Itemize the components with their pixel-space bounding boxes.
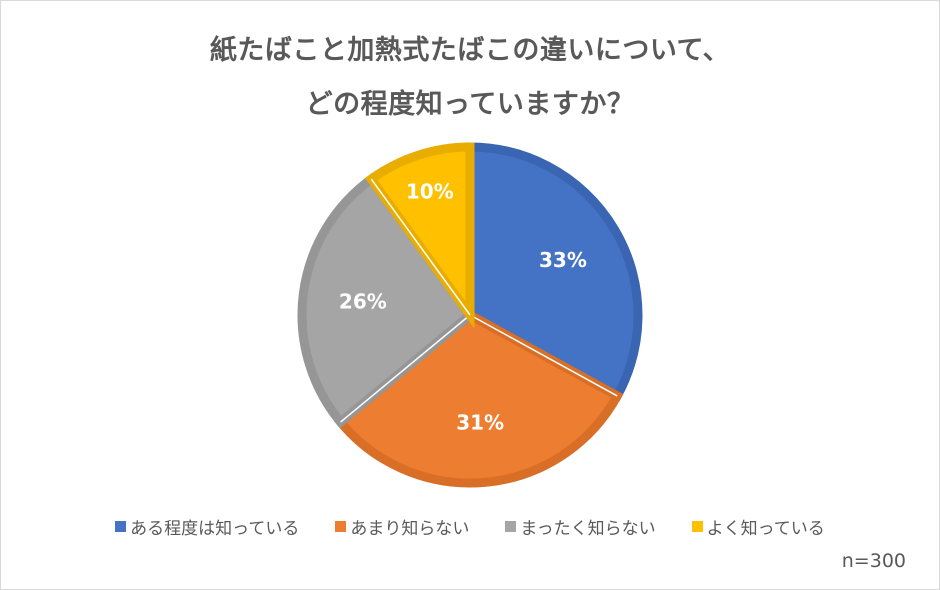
legend-swatch-yellow-icon [691, 521, 703, 532]
legend-label: あまり知らない [350, 519, 470, 539]
legend-swatch-blue-icon [115, 521, 127, 532]
sample-size-label: n=300 [841, 550, 906, 572]
data-label: 26% [339, 289, 387, 313]
slice-not-at-all [297, 172, 477, 429]
legend-label: よく知っている [706, 519, 825, 539]
slice-know-well [364, 142, 475, 329]
legend-label: まったく知らない [520, 519, 656, 539]
legend-item-not-much: あまり知らない [335, 514, 469, 539]
legend-swatch-gray-icon [505, 521, 517, 532]
legend-swatch-orange-icon [335, 521, 347, 532]
legend-item-know-well: よく知っている [691, 514, 825, 539]
chart-title-line-2: どの程度知っていますか？ [305, 89, 635, 120]
data-label: 31% [456, 411, 504, 435]
slice-separator [469, 314, 618, 397]
data-label: 33% [539, 248, 587, 272]
slice-separator [340, 314, 471, 423]
chart-legend: ある程度は知っている あまり知らない まったく知らない よく知っている [0, 514, 940, 539]
legend-item-somewhat-know: ある程度は知っている [115, 514, 299, 539]
legend-label: ある程度は知っている [130, 519, 300, 539]
chart-title-line-1: 紙たばこと加熱式たばこの違いについて、 [209, 35, 731, 66]
slice-not-much [334, 309, 624, 488]
legend-item-not-at-all: まったく知らない [505, 514, 656, 539]
slice-separator [370, 178, 471, 316]
data-label: 10% [406, 179, 454, 203]
